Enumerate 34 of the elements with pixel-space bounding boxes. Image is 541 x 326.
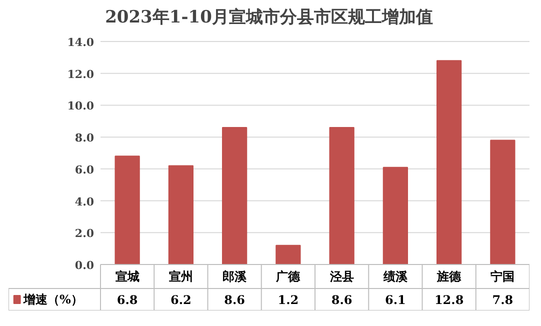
bar	[168, 165, 194, 265]
data-label: 6.1	[385, 293, 406, 307]
x-tick-label: 宣州	[168, 270, 193, 284]
data-label: 7.8	[492, 293, 514, 307]
bar	[329, 127, 354, 265]
x-tick-label: 郎溪	[222, 270, 248, 284]
y-tick-label: 12.0	[67, 68, 94, 81]
x-tick-label: 泾县	[328, 270, 354, 284]
bar	[222, 127, 248, 265]
x-tick-label: 绩溪	[382, 270, 408, 284]
y-tick-label: 14.0	[67, 36, 94, 49]
y-tick-label: 4.0	[74, 195, 94, 208]
bar	[436, 60, 462, 265]
y-tick-label: 6.0	[74, 163, 94, 176]
y-tick-label: 8.0	[74, 132, 94, 145]
bar	[490, 140, 516, 265]
bar	[114, 156, 140, 265]
y-tick-label: 10.0	[67, 100, 94, 113]
y-tick-label: 0.0	[74, 259, 94, 272]
x-tick-label: 广德	[275, 270, 302, 284]
data-label: 12.8	[434, 293, 464, 307]
x-tick-label: 宣城	[115, 270, 140, 284]
y-tick-label: 2.0	[74, 227, 94, 240]
bar	[382, 166, 408, 265]
x-tick-label: 宁国	[490, 270, 515, 284]
data-label: 6.2	[170, 293, 192, 307]
data-label: 8.6	[224, 293, 246, 307]
data-label: 6.8	[116, 293, 138, 307]
data-label: 1.2	[278, 293, 299, 307]
x-tick-label: 旌德	[436, 270, 462, 284]
chart-title: 2023年1-10月宣城市分县市区规工增加值	[105, 8, 433, 28]
bar	[276, 244, 301, 265]
legend-label: 增速（%）	[22, 292, 83, 306]
data-label: 8.6	[331, 293, 352, 307]
